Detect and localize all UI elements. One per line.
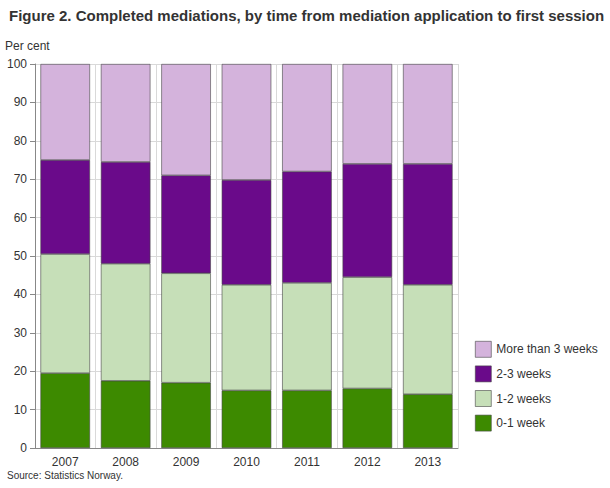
svg-text:80: 80 bbox=[14, 134, 28, 148]
svg-text:2011: 2011 bbox=[294, 455, 320, 469]
svg-text:2010: 2010 bbox=[233, 455, 260, 469]
svg-text:2009: 2009 bbox=[173, 455, 200, 469]
svg-text:0-1 week: 0-1 week bbox=[496, 416, 546, 430]
svg-text:More than 3 weeks: More than 3 weeks bbox=[496, 342, 597, 356]
svg-text:Figure 2. Completed mediations: Figure 2. Completed mediations, by time … bbox=[9, 7, 604, 24]
svg-text:30: 30 bbox=[14, 326, 28, 340]
svg-text:2013: 2013 bbox=[414, 455, 441, 469]
svg-text:Source: Statistics Norway.: Source: Statistics Norway. bbox=[7, 470, 123, 481]
svg-text:2012: 2012 bbox=[354, 455, 381, 469]
svg-text:50: 50 bbox=[14, 249, 28, 263]
svg-text:70: 70 bbox=[14, 172, 28, 186]
svg-text:Per cent: Per cent bbox=[5, 39, 50, 53]
svg-text:2007: 2007 bbox=[52, 455, 79, 469]
svg-text:90: 90 bbox=[14, 95, 28, 109]
svg-text:100: 100 bbox=[7, 57, 27, 71]
svg-text:2008: 2008 bbox=[112, 455, 139, 469]
svg-text:1-2 weeks: 1-2 weeks bbox=[496, 392, 551, 406]
svg-text:0: 0 bbox=[20, 441, 27, 455]
svg-text:40: 40 bbox=[14, 287, 28, 301]
svg-text:2-3 weeks: 2-3 weeks bbox=[496, 367, 551, 381]
svg-text:20: 20 bbox=[14, 364, 28, 378]
svg-text:60: 60 bbox=[14, 211, 28, 225]
svg-text:10: 10 bbox=[14, 403, 28, 417]
